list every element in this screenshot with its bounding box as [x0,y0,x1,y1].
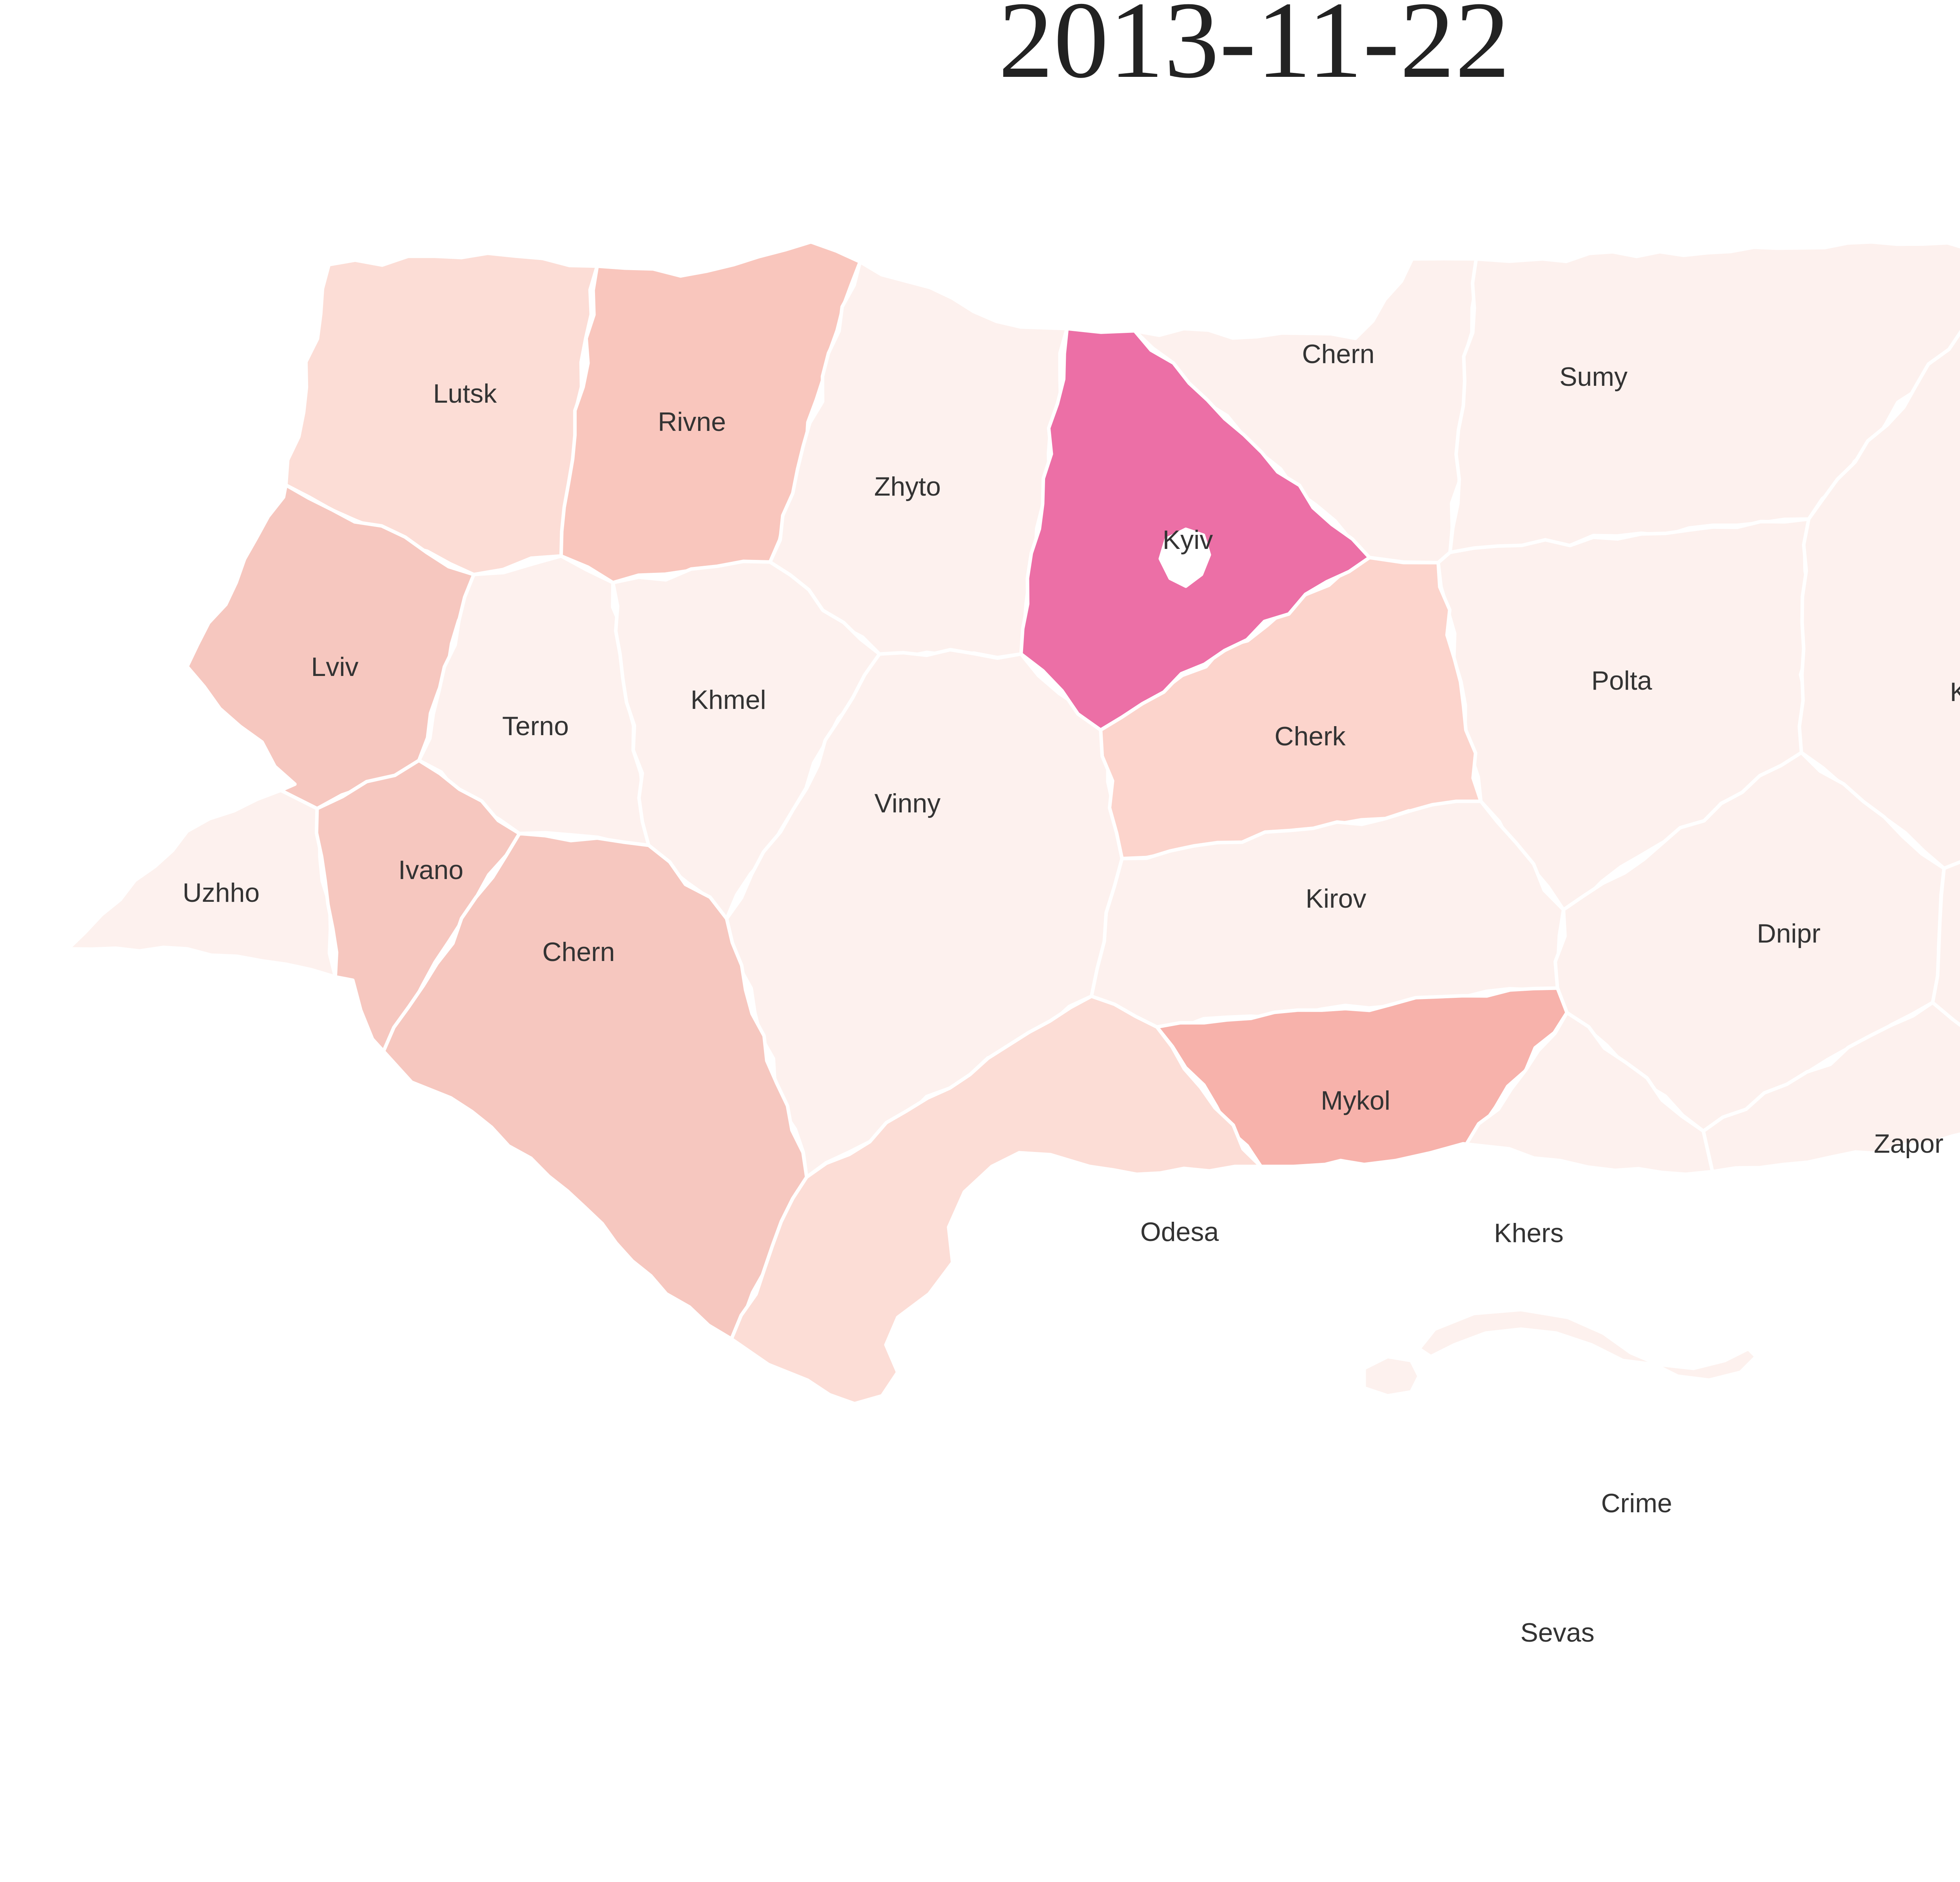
svg-text:Lutsk: Lutsk [433,379,497,409]
svg-text:Odesa: Odesa [1140,1217,1219,1247]
svg-text:Rivne: Rivne [658,407,726,437]
svg-text:Cherk: Cherk [1274,721,1346,751]
svg-text:Mykol: Mykol [1321,1086,1390,1115]
svg-text:Chern: Chern [542,937,615,967]
svg-text:Lviv: Lviv [311,652,359,682]
svg-text:Kirov: Kirov [1306,884,1367,914]
svg-text:Dnipr: Dnipr [1757,919,1821,948]
svg-text:Kyiv: Kyiv [1163,525,1213,555]
svg-text:Terno: Terno [502,711,569,741]
svg-text:Chern: Chern [1302,339,1374,369]
svg-text:Khers: Khers [1494,1218,1564,1248]
svg-text:Khmel: Khmel [691,685,766,715]
svg-text:Sevas: Sevas [1521,1618,1595,1648]
svg-text:Zhyto: Zhyto [874,472,941,501]
svg-text:Uzhho: Uzhho [183,878,260,908]
svg-text:Crime: Crime [1601,1488,1672,1518]
svg-text:Ivano: Ivano [398,855,463,885]
svg-text:Zapor: Zapor [1874,1129,1944,1159]
svg-text:Polta: Polta [1592,666,1652,696]
svg-text:Sumy: Sumy [1559,362,1628,392]
svg-text:Vinny: Vinny [875,788,941,818]
svg-text:Khark: Khark [1950,677,1960,707]
